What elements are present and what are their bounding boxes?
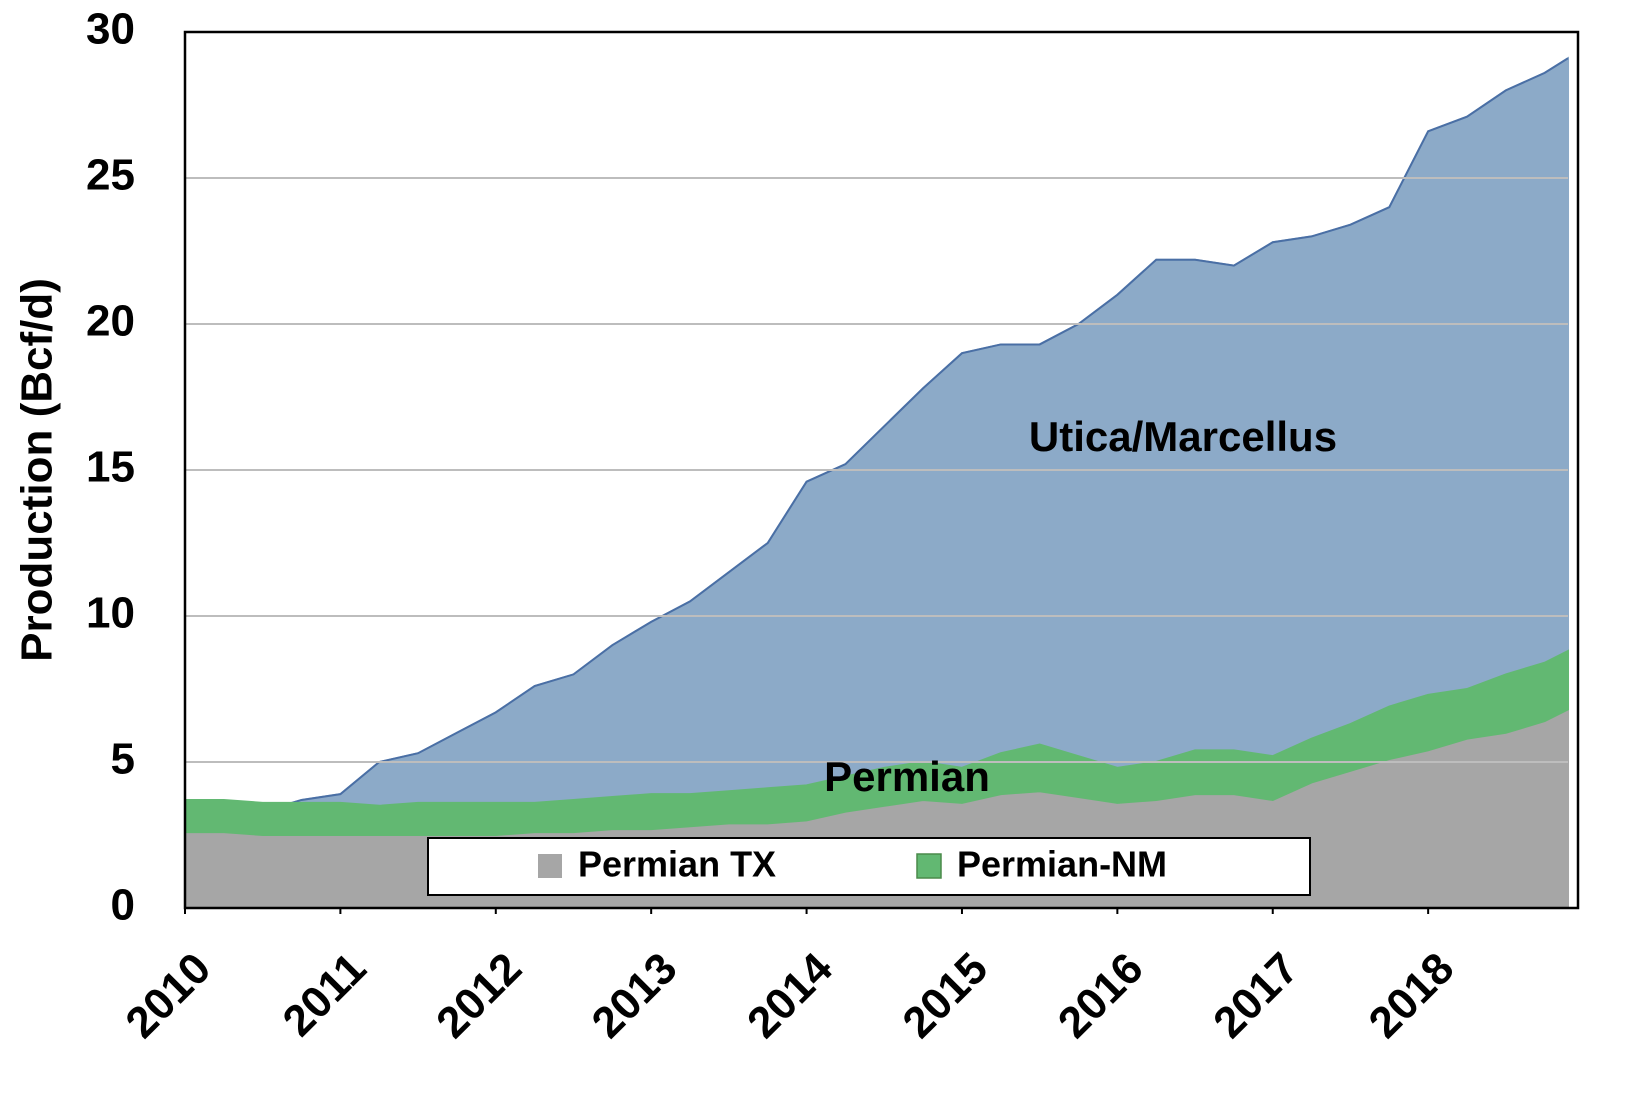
annotation: Utica/Marcellus <box>1029 413 1337 460</box>
y-tick-label: 25 <box>86 151 135 200</box>
x-tick-label: 2017 <box>1204 944 1308 1048</box>
y-tick-label: 15 <box>86 443 135 492</box>
y-tick-label: 5 <box>111 735 135 784</box>
y-tick-label: 20 <box>86 297 135 346</box>
legend-label: Permian TX <box>578 844 776 885</box>
area <box>184 649 1569 836</box>
y-tick-label: 10 <box>86 589 135 638</box>
legend-swatch <box>916 853 942 879</box>
y-axis-label: Production (Bcf/d) <box>13 278 62 662</box>
annotation: Permian <box>824 753 990 800</box>
area-outline <box>184 57 1569 831</box>
y-tick-label: 0 <box>111 881 135 930</box>
x-tick-label: 2016 <box>1049 944 1153 1048</box>
x-tick-label: 2010 <box>116 944 220 1048</box>
legend-label: Permian-NM <box>957 844 1167 885</box>
y-tick-label: 30 <box>86 5 135 54</box>
x-tick-label: 2018 <box>1360 944 1464 1048</box>
legend: Permian TX Permian-NM <box>427 837 1311 896</box>
legend-box <box>427 837 1311 896</box>
plot-border <box>183 30 1580 910</box>
legend-swatch <box>538 854 562 878</box>
x-tick-label: 2014 <box>738 943 842 1047</box>
x-tick-label: 2015 <box>893 944 997 1048</box>
x-tick-label: 2013 <box>583 944 687 1048</box>
x-tick-label: 2012 <box>427 944 531 1048</box>
x-tick-label: 2011 <box>274 944 376 1046</box>
